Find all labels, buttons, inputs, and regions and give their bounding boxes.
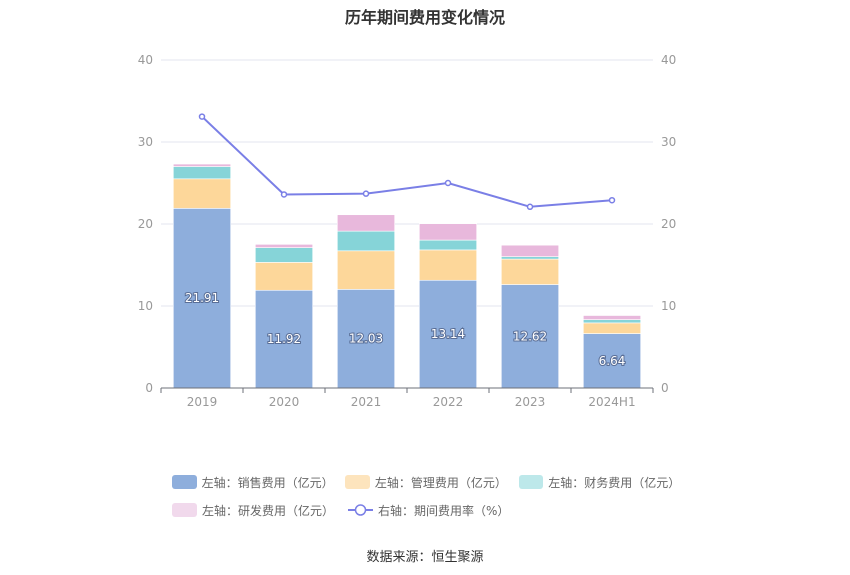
bar-segment-3 (173, 166, 232, 180)
expense-ratio-point (608, 196, 616, 204)
data-source-note: 数据来源：恒生聚源 (366, 550, 484, 565)
legend-line-marker (348, 504, 374, 516)
right-axis-tick-label: 40 (661, 53, 676, 67)
bar-data-label: 13.14 (431, 327, 465, 341)
legend-label: 左轴：管理费用（亿元） (374, 475, 507, 490)
bar-segment-2 (418, 249, 477, 281)
left-axis-tick-label: 40 (138, 53, 153, 67)
bar-segment-2 (500, 258, 559, 285)
right-axis-tick-label: 20 (661, 217, 676, 231)
bar-segment-2 (336, 250, 395, 290)
chart-plot: 21.91 11.92 12.03 13.14 12.62 6.64 0 10 20 30 40 0… (138, 53, 677, 409)
bar-segment-4 (173, 163, 232, 167)
expense-ratio-line (201, 115, 613, 208)
legend-item[interactable]: 右轴：期间费用率（%） (348, 502, 509, 519)
left-axis-tick-label: 0 (145, 381, 153, 395)
chart-legend: 左轴：销售费用（亿元） 左轴：管理费用（亿元） 左轴：财务费用（亿元） 左轴：研发费… (172, 470, 692, 526)
bar-data-label: 12.03 (349, 332, 383, 346)
right-axis-tick-label: 10 (661, 299, 676, 313)
bar-segment-3 (255, 247, 314, 263)
bar-segment-2 (173, 178, 232, 209)
legend-item[interactable]: 左轴：财务费用（亿元） (518, 474, 681, 491)
left-axis-tick-label: 30 (138, 135, 153, 149)
bar-segment-4 (418, 223, 477, 241)
right-axis-tick-label: 30 (661, 135, 676, 149)
x-axis-tick-label: 2023 (515, 395, 546, 409)
left-axis-tick-label: 20 (138, 217, 153, 231)
bar-data-label: 11.92 (267, 332, 301, 346)
expense-ratio-point (526, 203, 534, 211)
legend-label: 左轴：财务费用（亿元） (548, 475, 681, 490)
bar-segment-3 (582, 319, 641, 324)
bar-segment-4 (500, 244, 559, 257)
x-axis-tick-label: 2019 (187, 395, 218, 409)
expense-ratio-point (444, 179, 452, 187)
bar-segment-4 (255, 244, 314, 248)
bar-segment-1 (582, 333, 641, 389)
x-axis-tick-label: 2021 (351, 395, 382, 409)
right-axis-tick-label: 0 (661, 381, 669, 395)
bar-segment-2 (582, 322, 641, 334)
x-axis-tick-label: 2020 (269, 395, 300, 409)
bar-data-label: 12.62 (513, 329, 547, 343)
expense-ratio-point (198, 113, 206, 120)
legend-swatch (172, 503, 197, 517)
x-axis-tick-label: 2024H1 (588, 395, 635, 409)
expense-ratio-point (362, 190, 370, 197)
chart-title: 历年期间费用变化情况 (344, 8, 505, 27)
bar-segment-1 (500, 284, 559, 389)
bar-segment-4 (582, 315, 641, 320)
legend-label: 左轴：销售费用（亿元） (201, 475, 334, 490)
bar-segment-2 (255, 262, 314, 291)
x-axis-tick-label: 2022 (433, 395, 464, 409)
legend-swatch (345, 475, 370, 489)
bar-data-label: 6.64 (599, 354, 626, 368)
bar-data-label: 21.91 (185, 291, 219, 305)
bar-segment-3 (500, 256, 559, 260)
bar-segment-3 (418, 239, 477, 251)
bar-segment-3 (336, 230, 395, 252)
legend-label: 右轴：期间费用率（%） (378, 503, 510, 518)
bar-segment-1 (336, 289, 395, 389)
legend-swatch (518, 475, 544, 489)
legend-item[interactable]: 左轴：销售费用（亿元） (172, 474, 334, 491)
legend-swatch (172, 475, 197, 489)
bar-segment-1 (173, 208, 232, 389)
legend-item[interactable]: 左轴：研发费用（亿元） (172, 502, 334, 519)
legend-item[interactable]: 左轴：管理费用（亿元） (345, 474, 507, 491)
expense-ratio-point (280, 191, 288, 198)
bar-segment-4 (336, 214, 395, 232)
left-axis-tick-label: 10 (138, 299, 153, 313)
legend-label: 左轴：研发费用（亿元） (202, 503, 335, 518)
